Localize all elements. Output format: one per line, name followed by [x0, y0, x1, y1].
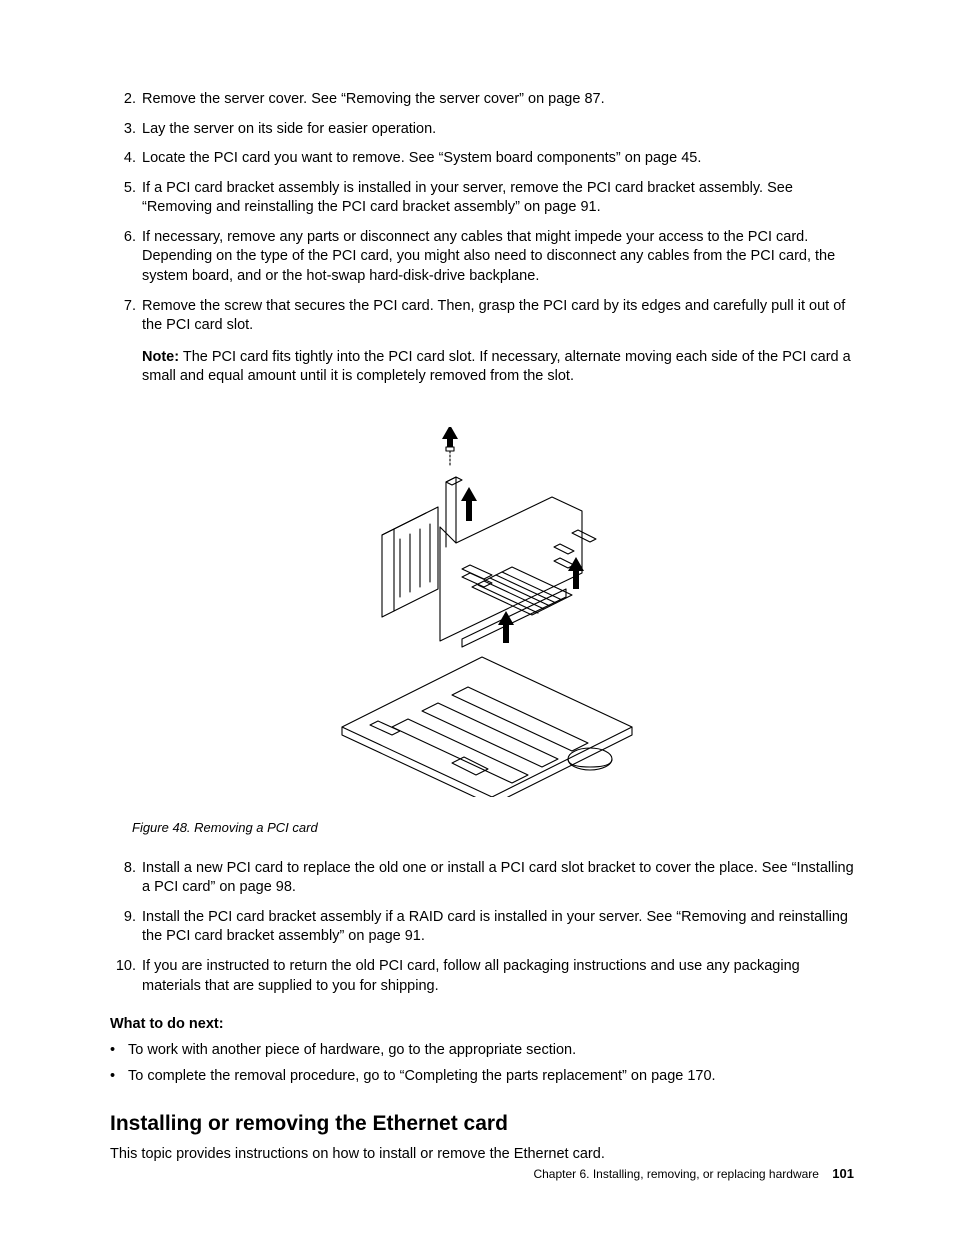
what-next-list: •To work with another piece of hardware,… — [110, 1040, 854, 1088]
document-page: 2.Remove the server cover. See “Removing… — [0, 0, 954, 1235]
step-text: If necessary, remove any parts or discon… — [142, 228, 854, 287]
step-text: Install a new PCI card to replace the ol… — [142, 859, 854, 898]
page-footer: Chapter 6. Installing, removing, or repl… — [533, 1166, 854, 1181]
step-number: 5. — [110, 179, 142, 199]
step-text: Lay the server on its side for easier op… — [142, 120, 854, 140]
step-item: 5.If a PCI card bracket assembly is inst… — [110, 179, 854, 218]
footer-chapter: Chapter 6. Installing, removing, or repl… — [533, 1167, 818, 1181]
step-number: 7. — [110, 297, 142, 317]
ordered-steps-first: 2.Remove the server cover. See “Removing… — [110, 90, 854, 391]
note-block: Note: The PCI card fits tightly into the… — [142, 348, 854, 387]
section-intro: This topic provides instructions on how … — [110, 1144, 854, 1164]
bullet-item: •To complete the removal procedure, go t… — [110, 1066, 854, 1088]
what-next-title: What to do next: — [110, 1016, 854, 1032]
step-text-inner: Remove the screw that secures the PCI ca… — [142, 298, 845, 334]
bullet-icon: • — [110, 1040, 128, 1062]
note-label: Note: — [142, 349, 179, 365]
bullet-text: To complete the removal procedure, go to… — [128, 1066, 854, 1088]
ordered-steps-second: 8.Install a new PCI card to replace the … — [110, 859, 854, 996]
step-text: Remove the server cover. See “Removing t… — [142, 90, 854, 110]
figure-caption: Figure 48. Removing a PCI card — [132, 820, 854, 835]
bullet-item: •To work with another piece of hardware,… — [110, 1040, 854, 1062]
figure-wrap — [110, 427, 854, 802]
section-heading: Installing or removing the Ethernet card — [110, 1112, 854, 1136]
step-number: 8. — [110, 859, 142, 879]
step-item: 6.If necessary, remove any parts or disc… — [110, 228, 854, 287]
bullet-text: To work with another piece of hardware, … — [128, 1040, 854, 1062]
step-item: 9.Install the PCI card bracket assembly … — [110, 908, 854, 947]
pci-removal-illustration — [322, 427, 642, 797]
step-item: 8.Install a new PCI card to replace the … — [110, 859, 854, 898]
step-item: 7. Remove the screw that secures the PCI… — [110, 297, 854, 391]
step-text: Remove the screw that secures the PCI ca… — [142, 297, 854, 391]
step-item: 4.Locate the PCI card you want to remove… — [110, 149, 854, 169]
note-text: The PCI card fits tightly into the PCI c… — [142, 349, 851, 385]
step-item: 10.If you are instructed to return the o… — [110, 957, 854, 996]
step-number: 9. — [110, 908, 142, 928]
step-text: Locate the PCI card you want to remove. … — [142, 149, 854, 169]
step-number: 4. — [110, 149, 142, 169]
step-text: Install the PCI card bracket assembly if… — [142, 908, 854, 947]
step-number: 2. — [110, 90, 142, 110]
step-item: 2.Remove the server cover. See “Removing… — [110, 90, 854, 110]
bullet-icon: • — [110, 1066, 128, 1088]
footer-page-number: 101 — [832, 1166, 854, 1181]
step-number: 3. — [110, 120, 142, 140]
step-item: 3.Lay the server on its side for easier … — [110, 120, 854, 140]
step-text: If you are instructed to return the old … — [142, 957, 854, 996]
step-text: If a PCI card bracket assembly is instal… — [142, 179, 854, 218]
step-number: 10. — [110, 957, 142, 977]
step-number: 6. — [110, 228, 142, 248]
